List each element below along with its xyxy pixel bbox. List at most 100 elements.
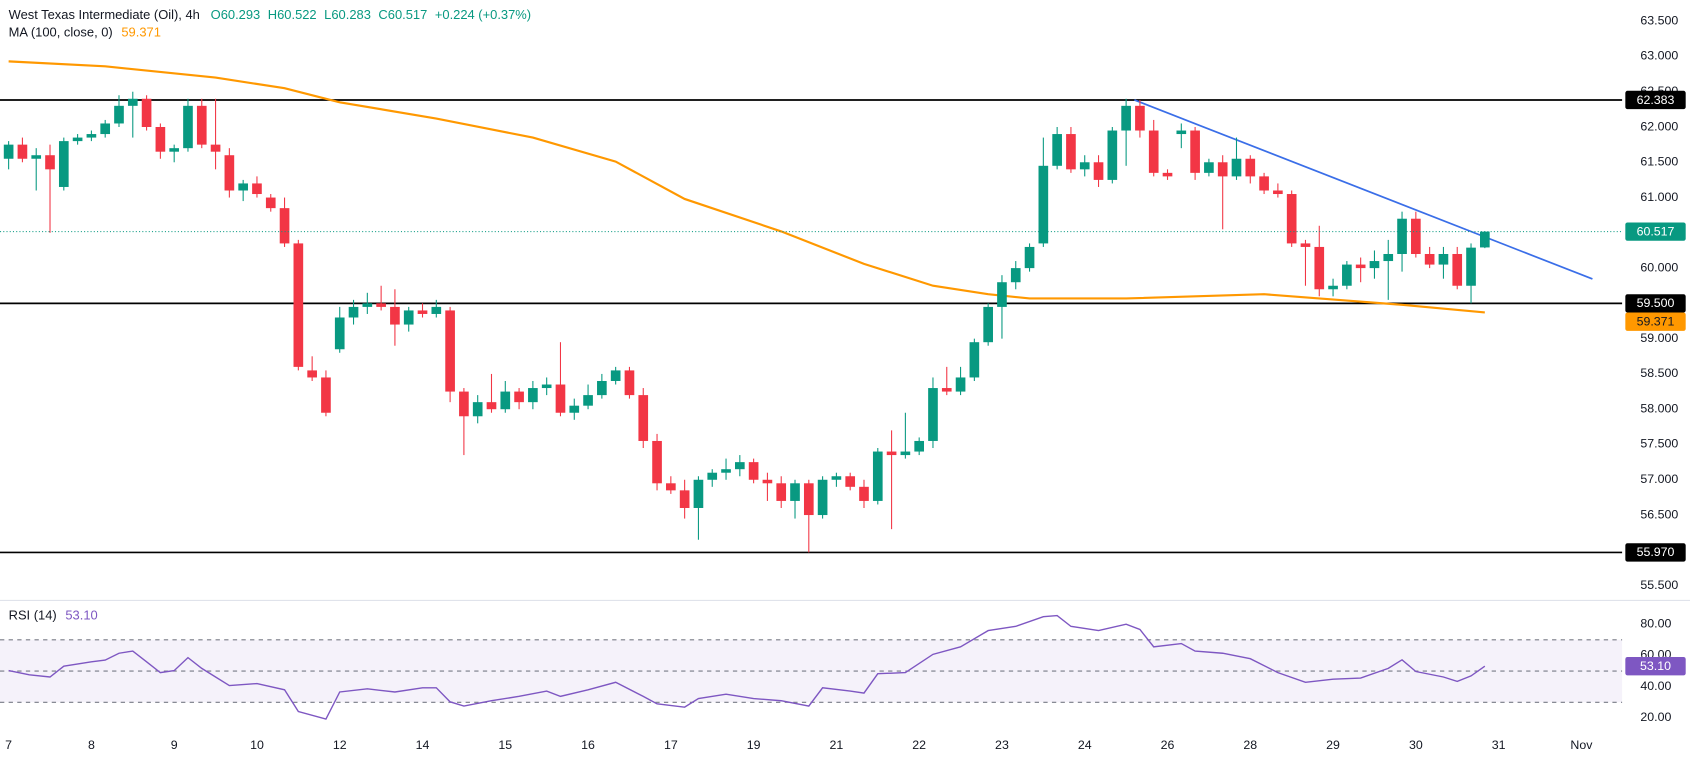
price-tag — [1625, 312, 1686, 331]
candle-body — [872, 451, 883, 501]
y-tick-label: 61.500 — [1640, 155, 1678, 169]
candle-body — [1217, 162, 1228, 177]
candle-body — [58, 141, 69, 187]
y-tick-label: 58.500 — [1640, 366, 1678, 380]
candle-body — [569, 405, 580, 413]
candle-body — [638, 395, 649, 441]
candle-body — [1424, 253, 1435, 265]
candle-body — [1162, 172, 1173, 177]
candle-body — [279, 208, 290, 244]
candle-body — [555, 384, 566, 413]
candle-body — [803, 483, 814, 516]
candle-body — [1466, 247, 1476, 286]
candle-body — [1135, 105, 1145, 131]
x-tick-label: 22 — [912, 738, 926, 752]
ohlc-value: O60.293 — [211, 8, 261, 23]
candle-body — [141, 98, 152, 127]
candle-body — [1010, 268, 1021, 283]
candle-body — [652, 440, 662, 484]
candle-body — [817, 479, 828, 516]
ma-name: MA (100, close, 0) — [9, 25, 113, 40]
price-tag-label: 60.517 — [1637, 224, 1675, 238]
candle-body — [1452, 253, 1463, 286]
candle-body — [1411, 218, 1421, 254]
candle-body — [1107, 130, 1118, 180]
y-tick-label: 63.500 — [1640, 13, 1678, 27]
candle-body — [1093, 162, 1104, 180]
price-tag — [1625, 222, 1686, 241]
candle-body — [1479, 231, 1490, 248]
candle-body — [928, 388, 938, 441]
candle-body — [127, 98, 138, 106]
y-tick-label: 55.500 — [1640, 578, 1678, 592]
price-tag-label: 59.371 — [1637, 315, 1675, 329]
rsi-y-tick-label: 20.00 — [1640, 710, 1671, 724]
candle-body — [1259, 176, 1269, 191]
candle-body — [1148, 130, 1159, 173]
y-tick-label: 58.000 — [1640, 401, 1678, 415]
price-tag — [1625, 657, 1686, 676]
x-tick-label: 30 — [1409, 738, 1423, 752]
rsi-line — [8, 614, 1486, 720]
candle-body — [541, 384, 552, 389]
candle-body — [997, 282, 1007, 307]
candle-body — [472, 402, 483, 417]
candle-body — [1204, 162, 1214, 173]
candle-body — [693, 479, 704, 508]
x-tick-label: 19 — [747, 738, 761, 752]
y-tick-label: 63.000 — [1640, 49, 1678, 63]
x-tick-label: 10 — [250, 738, 264, 752]
price-tag — [1625, 90, 1686, 110]
candle-body — [1286, 194, 1297, 244]
candle-body — [762, 479, 773, 484]
candle-body — [624, 370, 635, 396]
candle-body — [1300, 243, 1311, 247]
candle-body — [445, 310, 455, 392]
x-tick-label: 21 — [830, 738, 844, 752]
x-tick-label: 8 — [88, 738, 95, 752]
candle-body — [459, 391, 469, 417]
candle-body — [1438, 253, 1449, 265]
x-tick-label: 17 — [664, 738, 678, 752]
candle-body — [376, 303, 386, 307]
candle-body — [1038, 165, 1049, 244]
candle-body — [500, 391, 511, 410]
candle-body — [1314, 246, 1325, 290]
candle-body — [1397, 218, 1407, 254]
candle-body — [45, 155, 55, 170]
candle-body — [1231, 158, 1242, 177]
candle-body — [1273, 190, 1283, 195]
candle-body — [1066, 134, 1076, 170]
candle-body — [845, 476, 856, 487]
price-tag-label: 53.10 — [1640, 659, 1671, 673]
candle-body — [679, 490, 690, 508]
candle-body — [86, 134, 97, 138]
candle-body — [1176, 130, 1187, 135]
candle-body — [583, 395, 593, 406]
candle-body — [955, 377, 966, 392]
price-tag — [1625, 543, 1686, 562]
candle-body — [1369, 261, 1380, 269]
candle-body — [790, 483, 800, 501]
price-tag-label: 59.500 — [1637, 296, 1675, 310]
candle-body — [734, 462, 745, 470]
candle-body — [914, 440, 925, 452]
x-tick-label: Nov — [1570, 738, 1593, 752]
rsi-name: RSI (14) — [9, 608, 57, 623]
candle-body — [748, 462, 759, 480]
candle-body — [859, 486, 869, 501]
chart-header: West Texas Intermediate (Oil), 4h O60.293… — [9, 8, 531, 23]
x-tick-label: 12 — [333, 738, 347, 752]
x-tick-label: 26 — [1161, 738, 1175, 752]
x-tick-label: 29 — [1326, 738, 1340, 752]
y-tick-label: 59.000 — [1640, 331, 1678, 345]
y-tick-label: 57.500 — [1640, 437, 1678, 451]
rsi-y-tick-label: 40.00 — [1640, 679, 1671, 693]
candle-body — [707, 472, 718, 480]
x-tick-label: 7 — [5, 738, 12, 752]
candle-body — [1245, 158, 1256, 177]
price-tag-label: 62.383 — [1637, 93, 1675, 107]
